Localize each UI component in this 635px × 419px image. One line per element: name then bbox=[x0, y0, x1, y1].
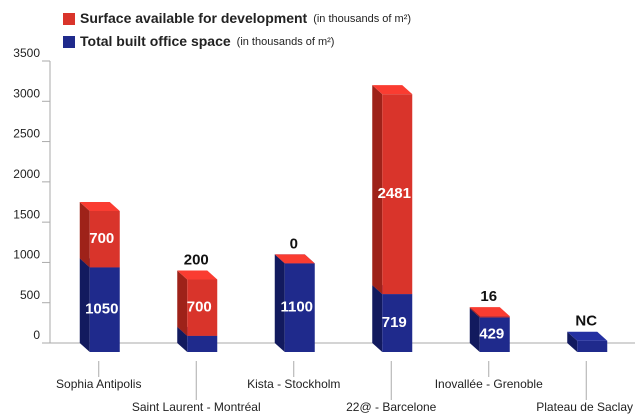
bar-top bbox=[372, 85, 413, 95]
y-tick-label: 2000 bbox=[13, 167, 40, 181]
bar-top bbox=[177, 270, 218, 280]
y-tick-label: 0 bbox=[33, 328, 40, 342]
y-tick-label: 3500 bbox=[13, 46, 40, 60]
bar-segment bbox=[79, 258, 120, 352]
bar-front bbox=[479, 316, 510, 318]
legend-note: (in thousands of m²) bbox=[313, 13, 411, 25]
data-label: 16 bbox=[480, 288, 497, 305]
bar-front bbox=[382, 294, 413, 352]
x-tick-label: Plateau de Saclay bbox=[536, 400, 633, 414]
y-tick-label: 500 bbox=[20, 288, 40, 302]
bar-front bbox=[89, 211, 120, 268]
data-label: 429 bbox=[479, 326, 504, 343]
data-label: 1050 bbox=[85, 301, 118, 318]
bar-side bbox=[79, 258, 90, 352]
bar-segment bbox=[79, 202, 120, 268]
data-label: 700 bbox=[187, 299, 212, 316]
x-tick-label: Inovallée - Grenoble bbox=[435, 377, 543, 391]
legend-label: Surface available for development (in tho… bbox=[80, 10, 411, 26]
y-tick-label: 3000 bbox=[13, 86, 40, 100]
bar-side bbox=[177, 270, 188, 336]
legend-swatch bbox=[63, 36, 75, 48]
bar-side bbox=[177, 326, 188, 352]
bar-segment bbox=[567, 331, 608, 352]
bar-front bbox=[382, 94, 413, 295]
bar-top bbox=[469, 307, 510, 317]
x-tick-label: Saint Laurent - Montréal bbox=[132, 400, 261, 414]
bar-side bbox=[274, 254, 285, 352]
bar-top bbox=[567, 331, 608, 341]
bar-segment bbox=[177, 270, 218, 336]
bar-segment bbox=[469, 307, 510, 318]
bar-top bbox=[79, 202, 120, 211]
legend-swatch bbox=[63, 13, 75, 25]
bar-front bbox=[479, 317, 510, 352]
y-tick-label: 1000 bbox=[13, 248, 40, 262]
x-tick-label: Sophia Antipolis bbox=[56, 377, 141, 391]
bar-front bbox=[187, 279, 218, 336]
data-label: 200 bbox=[184, 251, 209, 268]
data-label: 719 bbox=[382, 314, 407, 331]
bar-side bbox=[372, 285, 383, 352]
bar-front bbox=[187, 335, 218, 352]
y-tick-label: 1500 bbox=[13, 207, 40, 221]
legend-name: Surface available for development bbox=[80, 10, 308, 26]
bar-segment bbox=[274, 254, 315, 264]
y-tick-label: 2500 bbox=[13, 127, 40, 141]
data-label: 2481 bbox=[378, 185, 411, 202]
x-tick-label: Kista - Stockholm bbox=[247, 377, 340, 391]
legend-name: Total built office space bbox=[80, 33, 231, 49]
legend-label: Total built office space (in thousands of… bbox=[80, 33, 334, 49]
bar-front bbox=[577, 340, 608, 352]
x-tick-label: 22@ - Barcelone bbox=[346, 400, 437, 414]
bar-side bbox=[469, 308, 480, 352]
bar-segment bbox=[372, 85, 413, 295]
bar-front bbox=[89, 267, 120, 352]
legend-note: (in thousands of m²) bbox=[237, 36, 335, 48]
data-label: NC bbox=[575, 313, 597, 330]
bar-side bbox=[469, 307, 480, 318]
data-label: 0 bbox=[290, 235, 298, 252]
data-label: 1100 bbox=[280, 299, 313, 316]
bar-side bbox=[372, 85, 383, 295]
data-label: 700 bbox=[89, 230, 114, 247]
bar-front bbox=[284, 263, 315, 352]
bar-top bbox=[274, 254, 315, 264]
bar-side bbox=[567, 331, 578, 352]
bar-side bbox=[79, 202, 90, 268]
